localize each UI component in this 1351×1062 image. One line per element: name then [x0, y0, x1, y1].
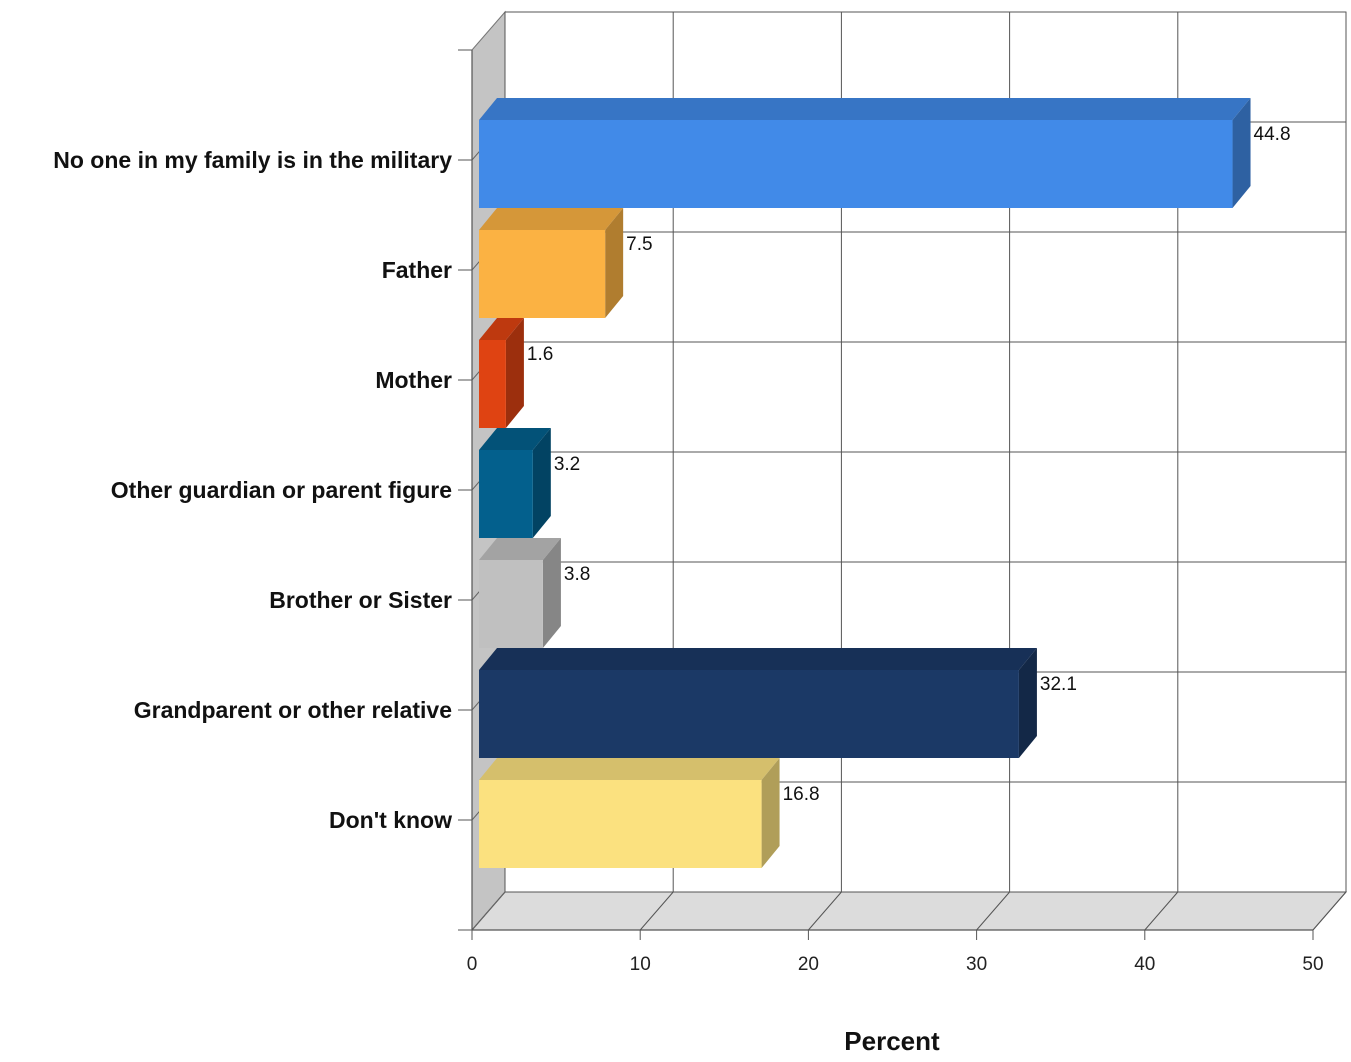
x-tick-label: 40 [1134, 954, 1155, 975]
value-label: 1.6 [527, 344, 553, 365]
bar-front-face [479, 450, 533, 538]
category-label: Other guardian or parent figure [111, 477, 452, 503]
bar-front-face [479, 560, 543, 648]
floor-gridline [976, 891, 1010, 931]
value-label: 3.8 [564, 564, 590, 585]
floor-gridline [1144, 891, 1179, 931]
category-label: Brother or Sister [269, 587, 452, 613]
axes [458, 49, 1314, 940]
category-label: Father [382, 257, 452, 283]
value-label: 32.1 [1040, 674, 1077, 695]
bar-4 [479, 428, 551, 538]
bar-top-face [479, 318, 524, 340]
bar-side-face [1232, 98, 1251, 208]
x-tick-label: 10 [630, 954, 651, 975]
x-axis-title: Percent [844, 1026, 940, 1056]
bar-5 [479, 538, 561, 648]
value-label: 44.8 [1254, 124, 1291, 145]
bar-side-face [505, 318, 524, 428]
bar-side-face [605, 208, 624, 318]
bar-side-face [542, 538, 561, 648]
bar-top-face [479, 428, 551, 450]
labels: 44.8 7.5 1.6 3.2 3.8 32.1 16.8 No one in my fam… [53, 124, 1323, 975]
floor-gridline [1312, 891, 1347, 931]
bar-side-face [1018, 648, 1037, 758]
bar-front-face [479, 670, 1019, 758]
bar-2 [479, 208, 624, 318]
bar-7 [479, 758, 780, 868]
x-tick-label: 30 [966, 954, 987, 975]
category-label: Don't know [329, 807, 452, 833]
bar-side-face [761, 758, 780, 868]
floor [470, 891, 1348, 931]
bar-top-face [479, 758, 780, 780]
bar-top-face [479, 98, 1251, 120]
bar-6 [479, 648, 1037, 758]
bar-front-face [479, 230, 606, 318]
bar-front-face [479, 340, 506, 428]
x-tick-label: 20 [798, 954, 819, 975]
floor-gridline [808, 891, 842, 931]
category-label: Mother [375, 367, 452, 393]
bar-side-face [532, 428, 551, 538]
category-label: No one in my family is in the military [53, 147, 452, 173]
category-label: Grandparent or other relative [134, 697, 452, 723]
value-label: 16.8 [783, 784, 820, 805]
bar-front-face [479, 780, 762, 868]
value-label: 7.5 [626, 234, 652, 255]
bars [479, 98, 1251, 868]
bar-top-face [479, 208, 624, 230]
value-label: 3.2 [554, 454, 580, 475]
floor-gridline [639, 891, 674, 931]
bar-top-face [479, 538, 561, 560]
bar-front-face [479, 120, 1233, 208]
x-tick-label: 50 [1302, 954, 1323, 975]
bar-3 [479, 318, 524, 428]
x-tick-label: 0 [467, 954, 478, 975]
bar-top-face [479, 648, 1037, 670]
wall-gridline [471, 891, 506, 931]
bar-1 [479, 98, 1251, 208]
